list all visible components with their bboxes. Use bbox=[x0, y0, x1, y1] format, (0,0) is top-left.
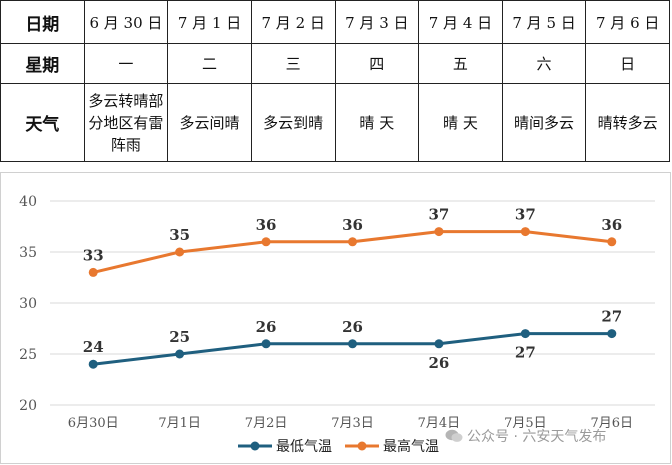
data-label: 27 bbox=[515, 344, 536, 362]
forecast-table: 日期 6 月 30 日 7 月 1 日 7 月 2 日 7 月 3 日 7 月 … bbox=[0, 0, 670, 162]
weather-cell: 晴 天 bbox=[334, 83, 420, 162]
x-tick-label: 7月6日 bbox=[591, 416, 634, 431]
data-label: 36 bbox=[342, 216, 363, 234]
data-label: 24 bbox=[83, 338, 104, 356]
date-cell: 7 月 4 日 bbox=[418, 0, 503, 44]
temperature-chart-frame bbox=[0, 172, 671, 464]
y-tick-label: 35 bbox=[19, 245, 37, 261]
data-point bbox=[348, 237, 357, 247]
watermark: 公众号 · 六安天气发布 bbox=[445, 426, 606, 446]
data-label: 37 bbox=[428, 206, 449, 224]
weather-cell: 晴 天 bbox=[418, 83, 503, 162]
data-label: 26 bbox=[256, 318, 277, 336]
data-point bbox=[88, 267, 98, 277]
weekday-cell: 二 bbox=[167, 43, 252, 84]
y-tick-label: 40 bbox=[19, 194, 37, 210]
weather-text: 晴间多云 bbox=[514, 113, 575, 132]
data-point bbox=[348, 339, 357, 349]
weekday-cell: 四 bbox=[334, 43, 420, 84]
data-label: 35 bbox=[169, 226, 190, 244]
x-tick-label: 7月1日 bbox=[158, 416, 201, 431]
weather-row: 天气 多云转晴部分地区有雷阵雨 多云间晴 多云到晴 晴 天 晴 天 晴间多云 晴… bbox=[0, 83, 670, 162]
date-row: 日期 6 月 30 日 7 月 1 日 7 月 2 日 7 月 3 日 7 月 … bbox=[0, 0, 670, 44]
y-tick-label: 25 bbox=[19, 347, 37, 363]
weather-text: 多云转晴部分地区有雷阵雨 bbox=[88, 91, 164, 154]
data-point bbox=[520, 227, 530, 237]
date-cell: 7 月 2 日 bbox=[250, 0, 336, 44]
y-tick-label: 30 bbox=[19, 296, 37, 312]
weather-text: 晴转多云 bbox=[597, 113, 658, 132]
weather-cell: 多云间晴 bbox=[167, 83, 252, 162]
weekday-cell: 六 bbox=[501, 43, 587, 84]
date-row-header: 日期 bbox=[0, 0, 85, 44]
data-point bbox=[261, 339, 271, 349]
data-point bbox=[261, 237, 271, 247]
x-tick-label: 6月30日 bbox=[68, 416, 119, 431]
data-point bbox=[434, 227, 444, 237]
data-label: 26 bbox=[428, 354, 449, 372]
weather-cell: 多云转晴部分地区有雷阵雨 bbox=[83, 83, 169, 162]
weather-cell: 多云到晴 bbox=[250, 83, 336, 162]
weekday-row-header: 星期 bbox=[0, 43, 85, 84]
data-point bbox=[175, 247, 185, 257]
data-label: 36 bbox=[256, 216, 277, 234]
data-label: 36 bbox=[601, 216, 622, 234]
data-label: 37 bbox=[515, 206, 536, 224]
weather-text: 晴 天 bbox=[443, 113, 478, 132]
weather-text: 晴 天 bbox=[359, 113, 395, 132]
x-tick-label: 7月5日 bbox=[504, 416, 547, 431]
x-tick-label: 7月4日 bbox=[418, 416, 461, 431]
weekday-cell: 一 bbox=[83, 43, 169, 84]
weather-text: 多云到晴 bbox=[263, 113, 324, 132]
watermark-text: 公众号 · 六安天气发布 bbox=[467, 429, 607, 445]
weekday-cell: 五 bbox=[418, 43, 503, 84]
x-tick-label: 7月2日 bbox=[245, 416, 288, 431]
date-cell: 7 月 3 日 bbox=[334, 0, 420, 44]
legend-marker bbox=[357, 441, 367, 451]
data-label: 27 bbox=[601, 308, 622, 326]
x-tick-label: 7月3日 bbox=[331, 416, 374, 431]
data-point bbox=[607, 329, 617, 339]
data-label: 25 bbox=[169, 328, 190, 346]
date-cell: 6 月 30 日 bbox=[83, 0, 169, 44]
legend-label: 最高气温 bbox=[383, 438, 439, 455]
date-cell: 7 月 5 日 bbox=[501, 0, 587, 44]
weekday-cell: 日 bbox=[585, 43, 670, 84]
legend-marker bbox=[250, 441, 260, 451]
weather-cell: 晴间多云 bbox=[501, 83, 587, 162]
data-point bbox=[607, 237, 617, 247]
data-point bbox=[88, 359, 98, 369]
weather-text: 多云间晴 bbox=[179, 113, 240, 132]
y-tick-label: 20 bbox=[19, 398, 37, 414]
wechat-icon bbox=[445, 429, 463, 442]
weather-row-header: 天气 bbox=[0, 83, 85, 162]
data-label: 33 bbox=[83, 246, 104, 264]
data-point bbox=[175, 349, 185, 359]
data-label: 26 bbox=[342, 318, 363, 336]
weekday-row: 星期 一 二 三 四 五 六 日 bbox=[0, 43, 670, 84]
data-point bbox=[434, 339, 444, 349]
data-point bbox=[520, 329, 530, 339]
legend-label: 最低气温 bbox=[276, 439, 332, 455]
weather-cell: 晴转多云 bbox=[585, 83, 670, 162]
weekday-cell: 三 bbox=[250, 43, 336, 84]
date-cell: 7 月 6 日 bbox=[585, 0, 670, 44]
